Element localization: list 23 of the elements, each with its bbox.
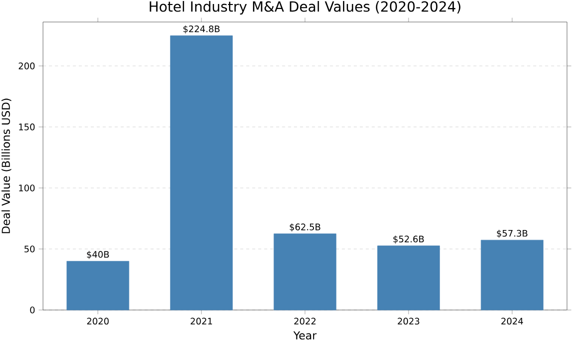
data-label: $224.8B (183, 25, 220, 34)
x-tick-label: 2021 (190, 318, 212, 325)
x-tick-label: 2020 (87, 318, 109, 325)
y-tick-label: 200 (18, 62, 35, 70)
data-label: $62.5B (290, 223, 320, 232)
y-tick-label: 0 (30, 306, 35, 314)
data-label: $40B (87, 250, 109, 259)
y-tick-label: 50 (24, 246, 35, 252)
x-tick-label: 2023 (398, 318, 420, 325)
x-tick-label: 2024 (501, 318, 524, 325)
bar (480, 240, 544, 310)
x-tick-label: 2022 (294, 318, 316, 325)
bar (66, 260, 130, 310)
y-axis-title: Deal Value (Billions USD) (2, 98, 12, 234)
bar (170, 35, 233, 310)
bar (377, 246, 440, 310)
bar (274, 234, 336, 310)
y-tick-label: 150 (19, 124, 35, 130)
data-label: $57.3B (496, 230, 528, 238)
y-tick-label: 100 (19, 184, 35, 192)
chart-title: Hotel Industry M&A Deal Values (2020-2024) (150, 1, 460, 15)
data-label: $52.6B (393, 235, 424, 244)
x-axis-title: Year (293, 331, 317, 340)
